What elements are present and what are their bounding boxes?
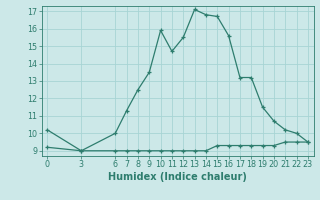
X-axis label: Humidex (Indice chaleur): Humidex (Indice chaleur) xyxy=(108,172,247,182)
